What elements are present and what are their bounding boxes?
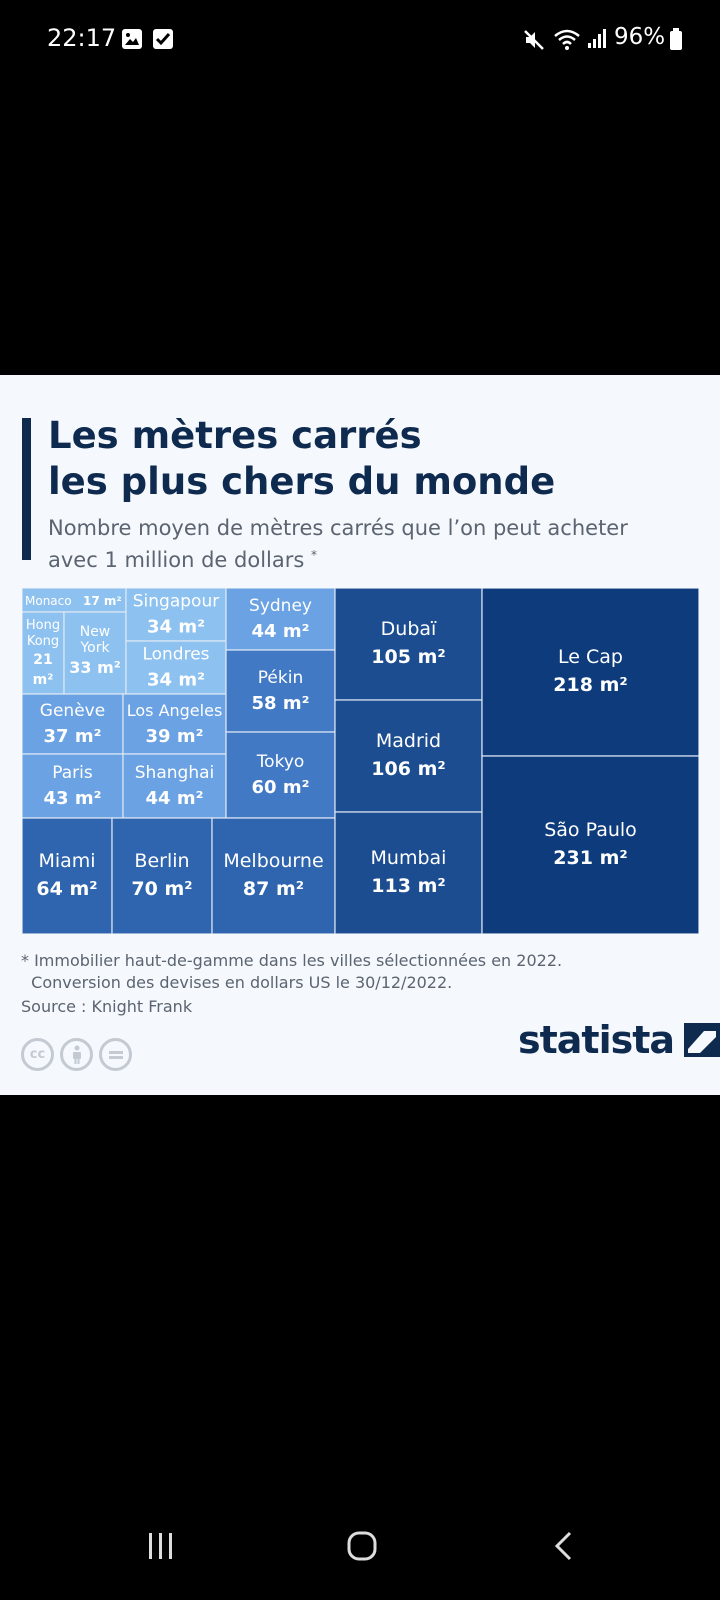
treemap-cell-mumbai: [334, 811, 483, 934]
treemap-value-le-cap: 218 m²: [553, 674, 627, 696]
treemap-label-geneve: Genève: [40, 701, 105, 721]
chart-subtitle-line-2-text: avec 1 million de dollars: [48, 548, 305, 572]
chart-title-line-1: Les mètres carrés: [48, 414, 422, 457]
treemap-label-le-cap: Le Cap: [558, 646, 623, 668]
wifi-icon: [554, 29, 580, 50]
treemap-cell-melbourne: [211, 817, 336, 934]
treemap-value-mumbai: 113 m²: [371, 875, 445, 897]
treemap-value-tokyo: 60 m²: [252, 777, 310, 798]
treemap-value-los-angeles: 39 m²: [146, 726, 204, 747]
status-time: 22:17: [47, 24, 117, 52]
attribution-icon: [60, 1038, 93, 1071]
license-icons: cc: [21, 1038, 132, 1072]
creative-commons-icon: cc: [21, 1038, 54, 1071]
treemap-label-hong-kong-1: Hong: [26, 618, 60, 633]
treemap-cell-paris: [22, 753, 124, 819]
statista-brand: statista: [518, 1015, 720, 1065]
statista-logo-icon: [684, 1023, 720, 1057]
chart-title: Les mètres carrés les plus chers du mond…: [48, 413, 688, 505]
treemap-value-singapour: 34 m²: [147, 617, 205, 638]
mute-icon: [524, 30, 544, 50]
treemap-label-paris: Paris: [52, 763, 93, 783]
treemap-label-tokyo: Tokyo: [256, 752, 305, 772]
status-bar: 22:17 96%: [0, 0, 720, 80]
treemap-label-pekin: Pékin: [258, 668, 303, 688]
home-button[interactable]: [346, 1530, 378, 1562]
treemap-label-londres: Londres: [142, 645, 209, 665]
treemap-value-berlin: 70 m²: [131, 878, 192, 900]
treemap-value-dubai: 105 m²: [371, 646, 445, 668]
title-accent-bar: [22, 418, 31, 560]
treemap-label-dubai: Dubaï: [381, 618, 437, 640]
treemap-label-hong-kong-2: Kong: [27, 634, 59, 649]
treemap-cell-geneve: [22, 693, 124, 755]
chart-subtitle: Nombre moyen de mètres carrés que l’on p…: [48, 515, 688, 574]
treemap-label-monaco: Monaco: [25, 594, 72, 608]
treemap-value-new-york: 33 m²: [69, 658, 121, 677]
chart-subtitle-line-2: avec 1 million de dollars *: [48, 542, 688, 574]
treemap-value-madrid: 106 m²: [371, 758, 445, 780]
treemap-value-sydney: 44 m²: [252, 621, 310, 642]
treemap-label-mumbai: Mumbai: [371, 847, 447, 869]
footnote-line-1: * Immobilier haut-de-gamme dans les vill…: [21, 951, 563, 970]
brand-name: statista: [518, 1018, 675, 1062]
chart-subtitle-line-1: Nombre moyen de mètres carrés que l’on p…: [48, 516, 628, 540]
treemap-label-miami: Miami: [38, 850, 95, 872]
no-derivatives-icon: [99, 1038, 132, 1071]
treemap-cell-shanghai: [122, 753, 227, 819]
treemap-label-new-york-2: York: [79, 640, 110, 656]
treemap-value-sao-paulo: 231 m²: [553, 847, 627, 869]
gallery-notification-icon: [122, 29, 142, 49]
footnote-line-2: Conversion des devises en dollars US le …: [21, 973, 453, 992]
signal-icon: [588, 29, 606, 48]
treemap-value-hong-kong: 21: [33, 652, 52, 668]
treemap-cell-le-cap: [481, 588, 699, 757]
chart-card: Les mètres carrés les plus chers du mond…: [0, 375, 720, 1095]
treemap-cell-berlin: [111, 817, 213, 934]
navigation-bar: [0, 1510, 720, 1600]
recent-apps-button[interactable]: [146, 1530, 176, 1562]
treemap-value-geneve: 37 m²: [44, 726, 102, 747]
treemap-cell-sydney: [225, 588, 336, 651]
chart-title-line-2: les plus chers du monde: [48, 460, 556, 503]
treemap-cell-dubai: [334, 588, 483, 701]
treemap-value-paris: 43 m²: [44, 788, 102, 809]
treemap-cell-tokyo: [225, 731, 336, 819]
treemap-value-miami: 64 m²: [36, 878, 97, 900]
treemap-label-singapour: Singapour: [133, 592, 219, 612]
treemap-label-berlin: Berlin: [134, 850, 189, 872]
treemap-label-melbourne: Melbourne: [223, 850, 323, 872]
treemap-label-los-angeles: Los Angeles: [127, 701, 223, 720]
treemap-value-melbourne: 87 m²: [243, 878, 304, 900]
footnote: * Immobilier haut-de-gamme dans les vill…: [21, 950, 701, 994]
battery-icon: [670, 28, 682, 50]
treemap-label-sydney: Sydney: [249, 596, 312, 616]
treemap-value-pekin: 58 m²: [252, 693, 310, 714]
treemap-value-londres: 34 m²: [147, 670, 205, 691]
treemap-cell-sao-paulo: [481, 755, 699, 934]
treemap-label-madrid: Madrid: [376, 730, 441, 752]
treemap-unit-hong-kong: m²: [33, 672, 54, 688]
treemap-label-sao-paulo: São Paulo: [544, 819, 637, 841]
back-button[interactable]: [552, 1530, 576, 1562]
treemap-cell-pekin: [225, 649, 336, 733]
battery-percent: 96%: [614, 24, 666, 50]
treemap-value-shanghai: 44 m²: [146, 788, 204, 809]
subtitle-footnote-mark: *: [311, 548, 318, 562]
treemap-label-shanghai: Shanghai: [135, 763, 214, 783]
treemap-cell-miami: [22, 817, 113, 934]
check-notification-icon: [153, 29, 173, 49]
treemap-cell-madrid: [334, 699, 483, 813]
treemap-value-monaco: 17 m²: [83, 594, 122, 608]
treemap-label-new-york-1: New: [80, 624, 111, 640]
source-note: Source : Knight Frank: [21, 997, 193, 1016]
